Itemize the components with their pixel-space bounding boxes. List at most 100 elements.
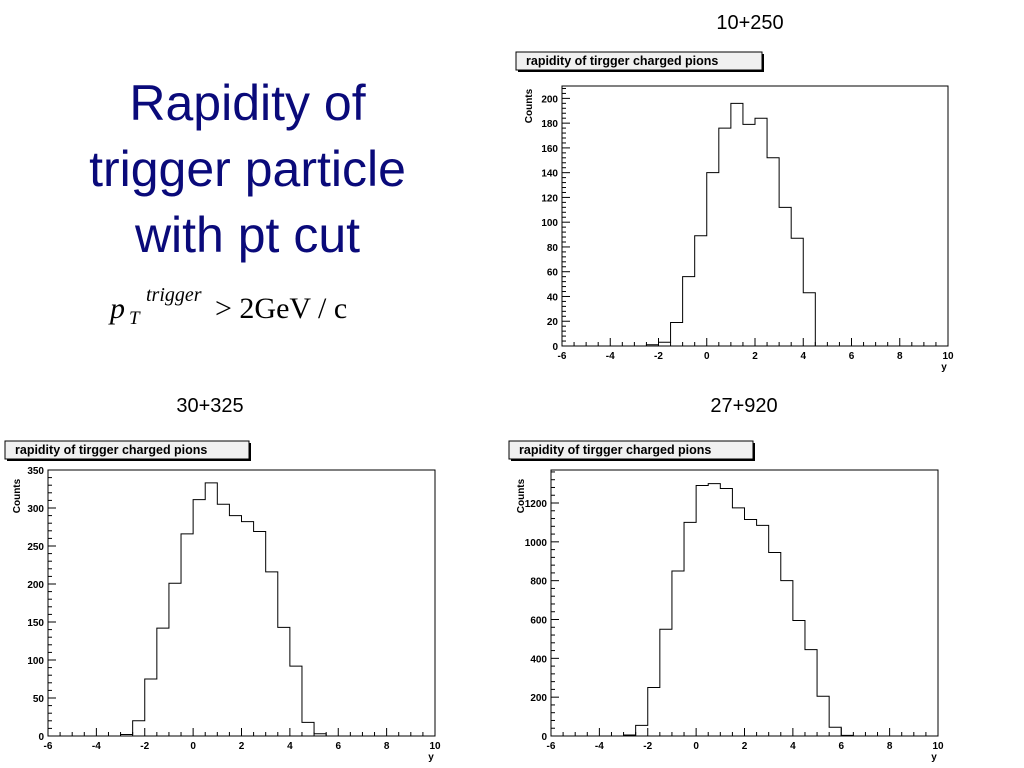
x-axis-label: y [941, 362, 947, 373]
x-axis-label: y [428, 752, 434, 763]
histogram-bin [829, 727, 841, 736]
histogram-bin [636, 725, 648, 736]
y-tick-label: 180 [541, 119, 558, 130]
histogram-bin [660, 629, 672, 736]
formula-superscript: trigger [146, 284, 202, 306]
x-tick-label: 0 [693, 741, 699, 752]
formula-subscript: T [129, 308, 140, 329]
y-tick-label: 40 [547, 292, 559, 303]
histogram-bin [841, 735, 853, 736]
y-tick-label: 1000 [525, 538, 548, 549]
x-tick-label: 0 [704, 351, 710, 362]
slide-title: Rapidity of trigger particle with pt cut [40, 70, 455, 268]
histogram-bin [781, 581, 793, 736]
histogram-bin [720, 488, 732, 736]
y-tick-label: 400 [530, 654, 547, 665]
y-tick-label: 0 [541, 732, 547, 743]
x-tick-label: 2 [239, 741, 245, 752]
histogram-bin [672, 571, 684, 736]
x-tick-label: -4 [606, 351, 615, 362]
pt-cut-formula: p T trigger > 2GeV / c [110, 282, 410, 332]
y-axis-label: Counts [516, 478, 527, 513]
slide-title-line-2: trigger particle [89, 141, 406, 197]
histogram-bin [745, 520, 757, 736]
run-label-1: 10+250 [716, 12, 784, 34]
chart-title: rapidity of tirgger charged pions [519, 443, 711, 457]
y-tick-label: 0 [552, 342, 558, 353]
y-tick-label: 250 [27, 542, 44, 553]
formula-relation: > 2GeV / c [215, 292, 348, 325]
x-tick-label: 6 [838, 741, 844, 752]
y-tick-label: 100 [541, 218, 558, 229]
x-tick-label: 4 [287, 741, 293, 752]
histogram-bin [769, 553, 781, 736]
histogram-bin [793, 620, 805, 736]
y-tick-label: 100 [27, 656, 44, 667]
x-tick-label: 0 [190, 741, 196, 752]
x-axis-label: y [931, 752, 937, 763]
histogram-bin [684, 522, 696, 736]
run-label-3: 27+920 [710, 395, 778, 417]
run-label-2: 30+325 [176, 395, 244, 417]
x-tick-label: -4 [595, 741, 604, 752]
y-tick-label: 140 [541, 169, 558, 180]
y-tick-label: 1200 [525, 499, 548, 510]
x-tick-label: 10 [932, 741, 944, 752]
x-tick-label: 6 [335, 741, 341, 752]
y-tick-label: 200 [27, 580, 44, 591]
y-axis-label: Counts [12, 478, 23, 513]
y-tick-label: 150 [27, 618, 44, 629]
x-tick-label: -4 [92, 741, 101, 752]
x-tick-label: 10 [942, 351, 954, 362]
x-tick-label: 8 [384, 741, 390, 752]
y-tick-label: 80 [547, 243, 559, 254]
chart-title: rapidity of tirgger charged pions [15, 443, 207, 457]
y-tick-label: 800 [530, 577, 547, 588]
y-tick-label: 200 [530, 693, 547, 704]
y-tick-label: 200 [541, 94, 558, 105]
x-tick-label: -2 [654, 351, 663, 362]
x-tick-label: 8 [887, 741, 893, 752]
title-box [515, 51, 763, 71]
histogram-bin [817, 696, 829, 736]
histogram-series-line [551, 483, 938, 737]
y-tick-label: 300 [27, 504, 44, 515]
x-tick-label: 4 [800, 351, 806, 362]
histogram-bin [624, 735, 636, 736]
x-tick-label: -2 [643, 741, 652, 752]
slide-title-line-3: with pt cut [134, 207, 361, 263]
x-tick-label: 10 [429, 741, 441, 752]
histogram-bin [708, 484, 720, 736]
histogram-bin [696, 486, 708, 736]
x-tick-label: -2 [140, 741, 149, 752]
histogram-bin [757, 525, 769, 736]
slide-title-line-1: Rapidity of [129, 75, 366, 131]
y-tick-label: 50 [33, 694, 45, 705]
histogram-bin [805, 650, 817, 736]
x-tick-label: 8 [897, 351, 903, 362]
chart-title: rapidity of tirgger charged pions [526, 54, 718, 68]
histogram-bin [732, 508, 744, 736]
y-axis-label: Counts [524, 88, 535, 123]
y-tick-label: 60 [547, 268, 559, 279]
x-tick-label: 6 [849, 351, 855, 362]
x-tick-label: 2 [752, 351, 758, 362]
y-tick-label: 120 [541, 193, 558, 204]
formula-symbol: p [110, 292, 125, 325]
title-box [508, 440, 754, 460]
x-tick-label: 2 [742, 741, 748, 752]
x-tick-label: -6 [547, 741, 556, 752]
histogram-series-line [48, 482, 435, 737]
y-tick-label: 350 [27, 466, 44, 477]
y-tick-label: 600 [530, 616, 547, 627]
x-tick-label: -6 [558, 351, 567, 362]
y-tick-label: 0 [38, 732, 44, 743]
x-tick-label: 4 [790, 741, 796, 752]
y-tick-label: 20 [547, 317, 559, 328]
histogram-series-line [562, 102, 948, 347]
x-tick-label: -6 [44, 741, 53, 752]
title-box [4, 440, 250, 460]
